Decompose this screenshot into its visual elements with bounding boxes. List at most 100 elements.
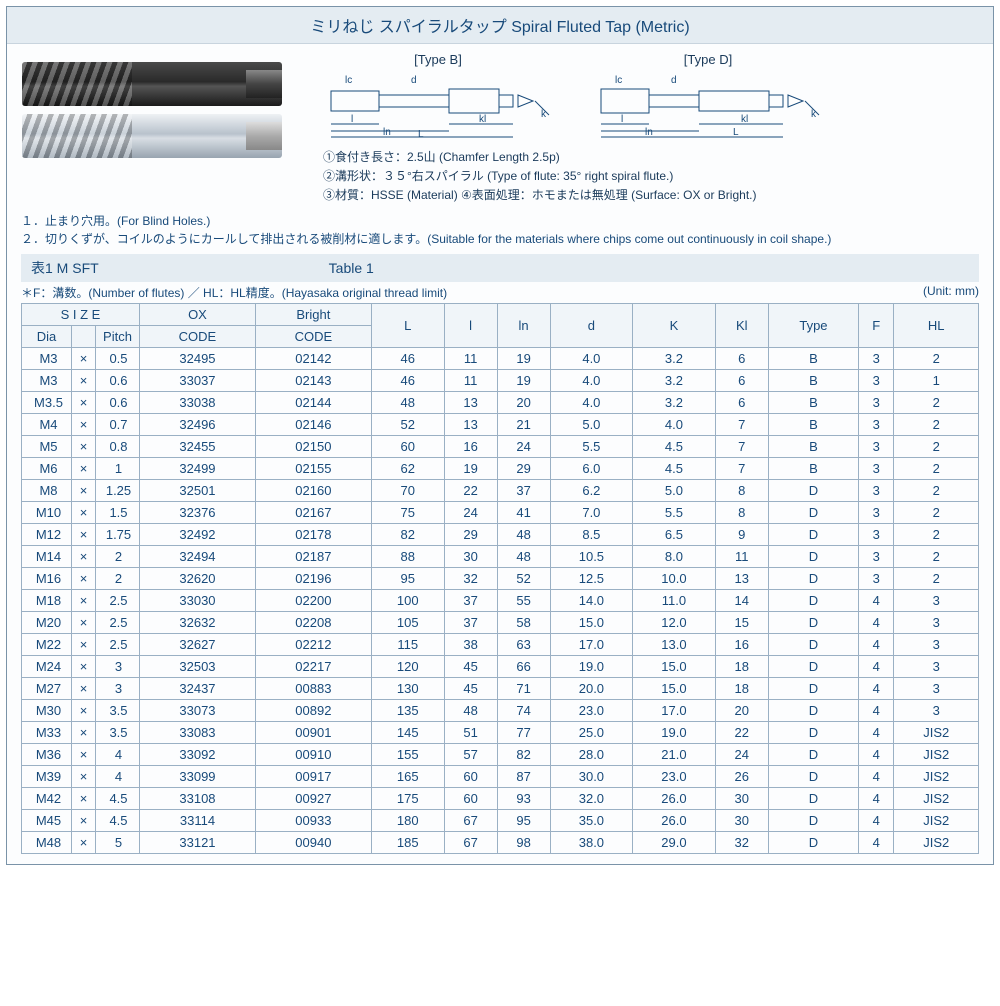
col-l: l: [444, 303, 497, 347]
cell-Type: D: [768, 787, 858, 809]
cell-dia: M8: [22, 479, 72, 501]
table-row: M39×43309900917165608730.023.026D4JIS2: [22, 765, 979, 787]
svg-text:k: k: [811, 109, 817, 120]
cell-F: 4: [859, 589, 894, 611]
type-b-label: [Type B]: [323, 52, 553, 67]
col-pitch: Pitch: [96, 325, 140, 347]
cell-ox: 32455: [140, 435, 256, 457]
cell-d: 15.0: [550, 611, 633, 633]
cell-ln: 82: [497, 743, 550, 765]
cell-x: ×: [72, 633, 96, 655]
table-row: M22×2.53262702212115386317.013.016D43: [22, 633, 979, 655]
cell-ox: 33073: [140, 699, 256, 721]
cell-F: 4: [859, 765, 894, 787]
cell-d: 17.0: [550, 633, 633, 655]
diagram-type-b: [Type B]: [323, 52, 553, 142]
cell-l: 11: [444, 369, 497, 391]
table-row: M30×3.53307300892135487423.017.020D43: [22, 699, 979, 721]
cell-K: 12.0: [633, 611, 716, 633]
cell-K: 4.5: [633, 457, 716, 479]
cell-d: 8.5: [550, 523, 633, 545]
catalog-sheet: ミリねじ スパイラルタップ Spiral Fluted Tap (Metric)…: [6, 6, 994, 865]
cell-ln: 66: [497, 655, 550, 677]
cell-ln: 71: [497, 677, 550, 699]
cell-HL: 3: [894, 699, 979, 721]
cell-dia: M5: [22, 435, 72, 457]
cell-Kl: 20: [715, 699, 768, 721]
cell-bright: 00927: [255, 787, 371, 809]
cell-bright: 02212: [255, 633, 371, 655]
cell-dia: M16: [22, 567, 72, 589]
cell-pitch: 3: [96, 655, 140, 677]
cell-ox: 32620: [140, 567, 256, 589]
table-row: M33×3.53308300901145517725.019.022D4JIS2: [22, 721, 979, 743]
cell-l: 45: [444, 655, 497, 677]
cell-ln: 55: [497, 589, 550, 611]
cell-HL: 2: [894, 567, 979, 589]
cell-l: 24: [444, 501, 497, 523]
cell-bright: 02200: [255, 589, 371, 611]
cell-Type: D: [768, 809, 858, 831]
cell-bright: 02196: [255, 567, 371, 589]
cell-HL: JIS2: [894, 809, 979, 831]
cell-HL: JIS2: [894, 765, 979, 787]
cell-ox: 33030: [140, 589, 256, 611]
table-title-right: Table 1: [329, 260, 374, 276]
cell-F: 4: [859, 611, 894, 633]
cell-Kl: 9: [715, 523, 768, 545]
cell-bright: 02187: [255, 545, 371, 567]
svg-text:lc: lc: [615, 75, 622, 86]
cell-F: 4: [859, 787, 894, 809]
cell-pitch: 1.75: [96, 523, 140, 545]
cell-Type: D: [768, 567, 858, 589]
cell-HL: JIS2: [894, 743, 979, 765]
cell-pitch: 1.25: [96, 479, 140, 501]
cell-Type: D: [768, 831, 858, 853]
svg-text:ln: ln: [383, 127, 391, 138]
cell-x: ×: [72, 501, 96, 523]
cell-Type: D: [768, 589, 858, 611]
cell-F: 4: [859, 633, 894, 655]
cell-L: 46: [371, 369, 444, 391]
cell-l: 48: [444, 699, 497, 721]
cell-pitch: 4.5: [96, 809, 140, 831]
cell-HL: JIS2: [894, 831, 979, 853]
table-row: M5×0.832455021506016245.54.57B32: [22, 435, 979, 457]
cell-ox: 32492: [140, 523, 256, 545]
svg-text:L: L: [418, 129, 424, 139]
col-F: F: [859, 303, 894, 347]
cell-ox: 32503: [140, 655, 256, 677]
col-L: L: [371, 303, 444, 347]
table-row: M27×33243700883130457120.015.018D43: [22, 677, 979, 699]
cell-d: 7.0: [550, 501, 633, 523]
cell-F: 3: [859, 545, 894, 567]
cell-Kl: 6: [715, 347, 768, 369]
cell-HL: 2: [894, 479, 979, 501]
cell-L: 175: [371, 787, 444, 809]
type-d-label: [Type D]: [593, 52, 823, 67]
cell-pitch: 5: [96, 831, 140, 853]
cell-x: ×: [72, 391, 96, 413]
cell-F: 3: [859, 479, 894, 501]
cell-HL: 3: [894, 677, 979, 699]
cell-l: 16: [444, 435, 497, 457]
col-d: d: [550, 303, 633, 347]
cell-F: 4: [859, 721, 894, 743]
cell-ox: 32627: [140, 633, 256, 655]
cell-Kl: 8: [715, 479, 768, 501]
cell-L: 115: [371, 633, 444, 655]
table-row: M16×2326200219695325212.510.013D32: [22, 567, 979, 589]
cell-Type: D: [768, 501, 858, 523]
cell-l: 30: [444, 545, 497, 567]
cell-L: 185: [371, 831, 444, 853]
col-size: S I Z E: [22, 303, 140, 325]
cell-F: 3: [859, 567, 894, 589]
col-Type: Type: [768, 303, 858, 347]
cell-Type: B: [768, 347, 858, 369]
cell-l: 19: [444, 457, 497, 479]
cell-dia: M12: [22, 523, 72, 545]
cell-pitch: 2: [96, 567, 140, 589]
cell-d: 32.0: [550, 787, 633, 809]
cell-bright: 00917: [255, 765, 371, 787]
cell-x: ×: [72, 457, 96, 479]
